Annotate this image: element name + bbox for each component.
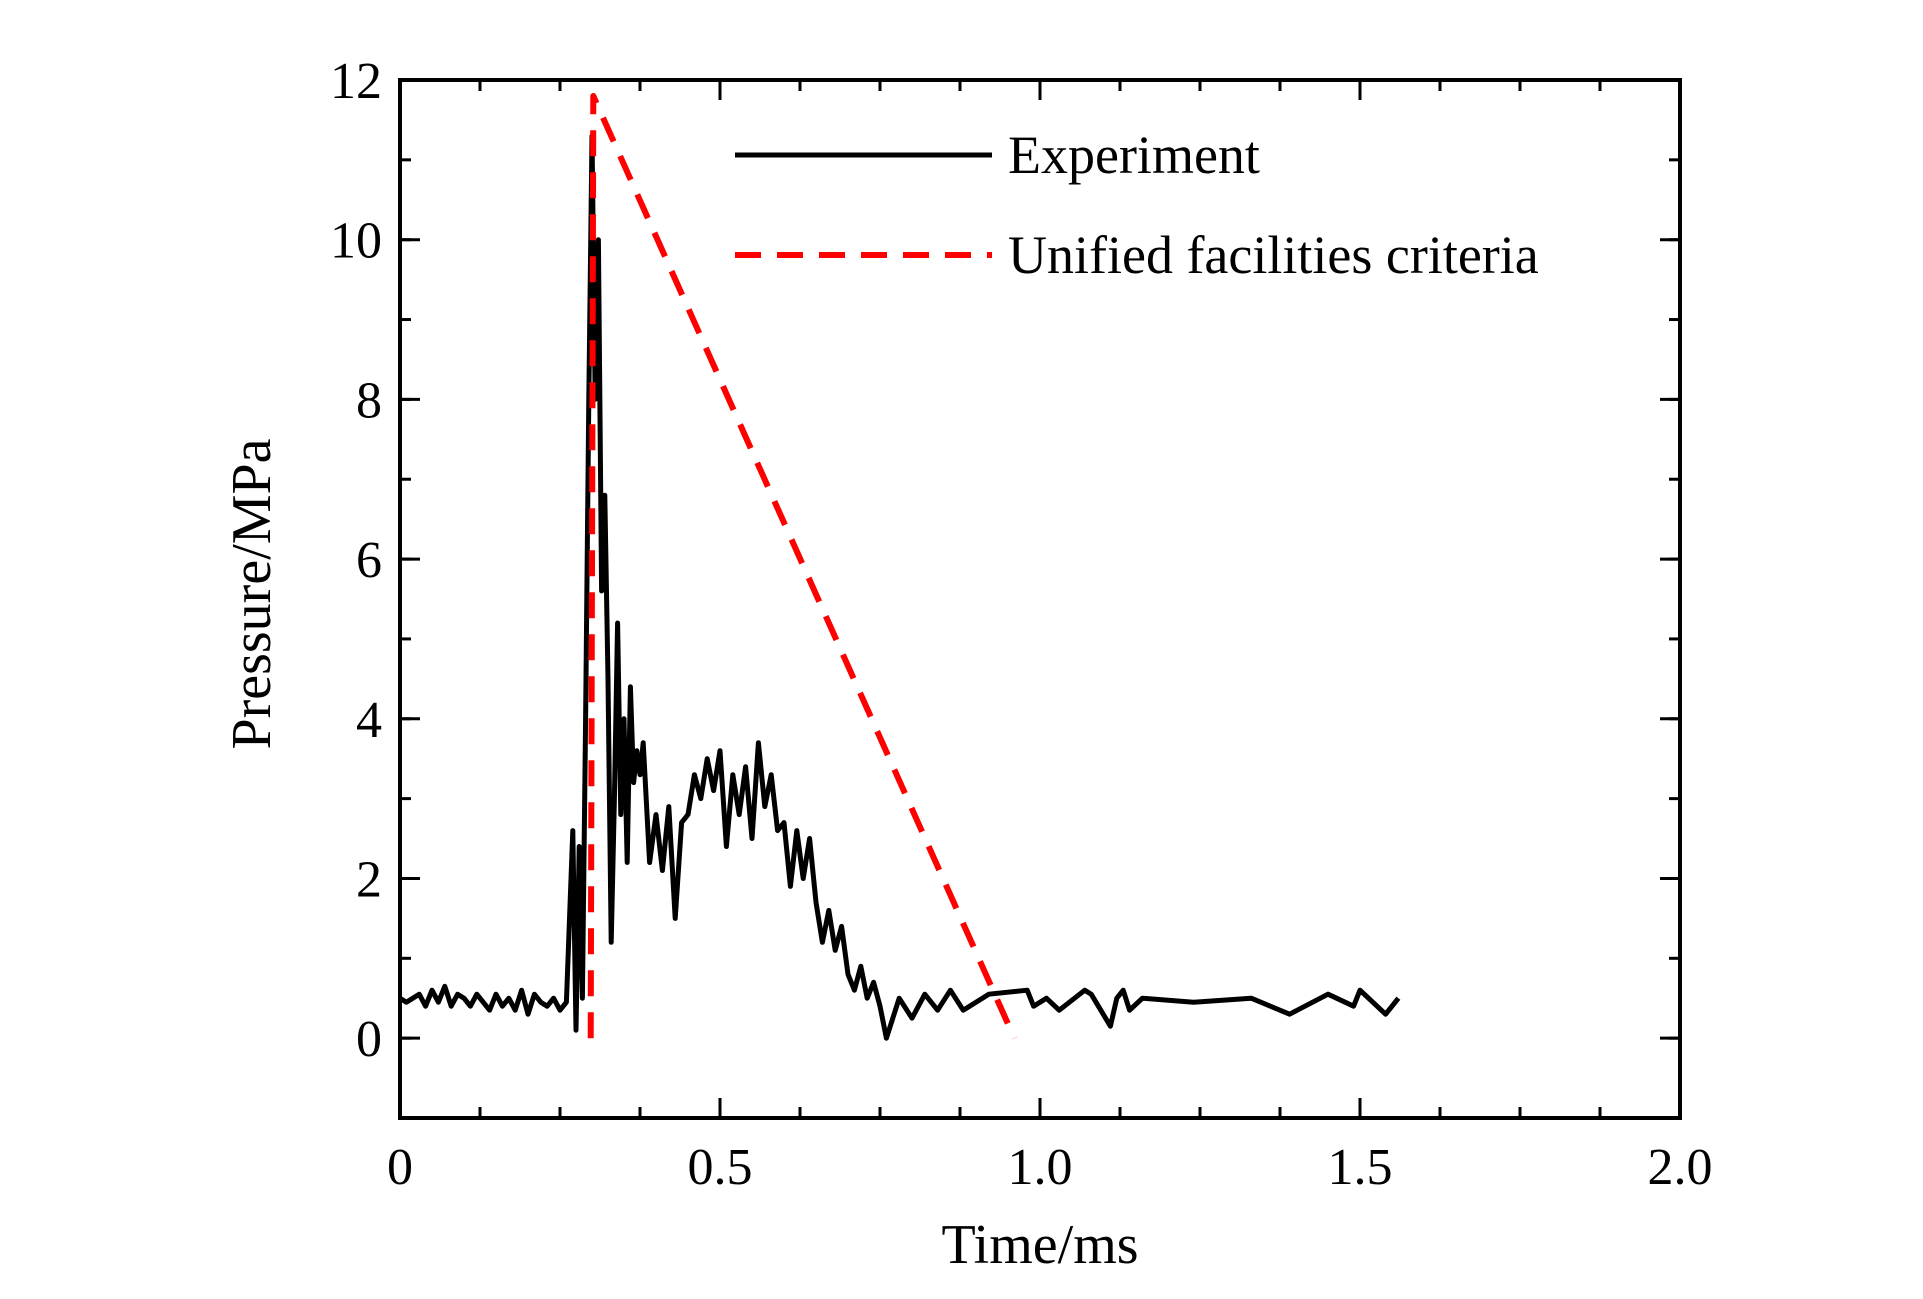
- plot-frame: [398, 78, 1682, 1120]
- legend-label-unified-facilities-criteria: Unified facilities criteria: [1008, 225, 1539, 285]
- x-tick-labels: 0 0.5 1.0 1.5 2.0: [387, 1139, 1713, 1196]
- y-tick-label: 8: [356, 372, 382, 429]
- x-tick-label: 2.0: [1648, 1139, 1713, 1196]
- series-line-unified-facilities-criteria: [587, 93, 1018, 1040]
- x-tick-label: 0.5: [688, 1139, 753, 1196]
- y-axis-title: Pressure/MPa: [221, 438, 283, 749]
- x-tick-label: 1.5: [1328, 1139, 1393, 1196]
- y-tick-label: 10: [330, 213, 382, 270]
- y-tick-labels: 0 2 4 6 8 10 12: [330, 53, 382, 1068]
- y-tick-label: 0: [356, 1011, 382, 1068]
- legend-label-experiment: Experiment: [1008, 125, 1260, 185]
- series-line-experiment: [398, 133, 1401, 1041]
- y-tick-label: 4: [356, 692, 382, 749]
- x-axis-title: Time/ms: [941, 1214, 1138, 1276]
- x-tick-label: 1.0: [1008, 1139, 1073, 1196]
- x-tick-label: 0: [387, 1139, 413, 1196]
- y-tick-label: 12: [330, 53, 382, 110]
- y-tick-label: 6: [356, 532, 382, 589]
- series-layer: [398, 93, 1401, 1041]
- legend: Experiment Unified facilities criteria: [735, 125, 1539, 285]
- y-tick-label: 2: [356, 851, 382, 908]
